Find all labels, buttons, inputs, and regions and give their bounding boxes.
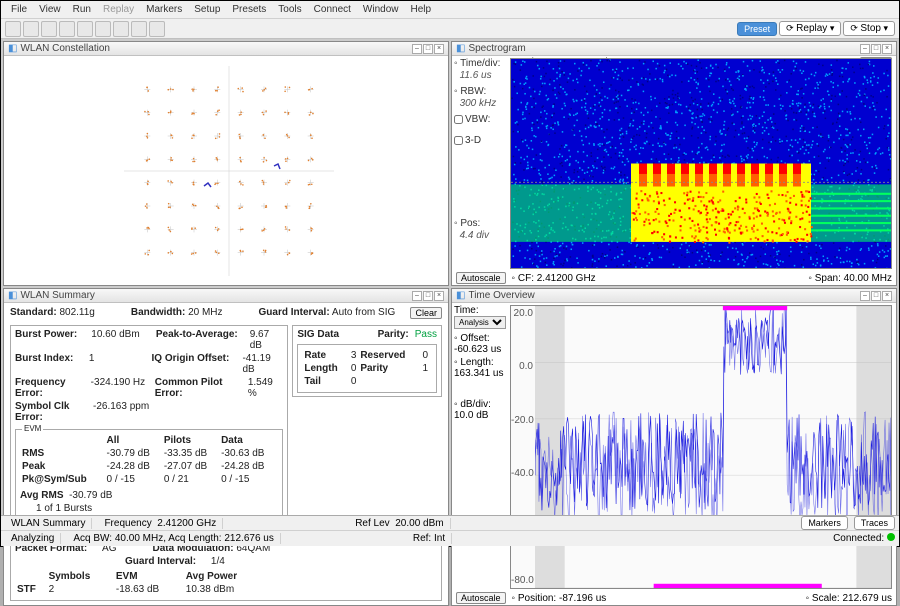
preset-button[interactable]: Preset: [737, 22, 777, 36]
panel-icon: ◧: [8, 43, 17, 54]
menu-view[interactable]: View: [33, 4, 67, 15]
status-reflev: Ref Lev 20.00 dBm: [349, 518, 450, 529]
close-icon[interactable]: ×: [882, 44, 892, 54]
menubar: File View Run Replay Markers Setup Prese…: [1, 1, 899, 19]
toolbar-btn-5[interactable]: [77, 21, 93, 37]
close-icon[interactable]: ×: [434, 44, 444, 54]
3d-checkbox[interactable]: [454, 136, 463, 145]
vbw-checkbox[interactable]: [454, 115, 463, 124]
toolbar-btn-1[interactable]: [5, 21, 21, 37]
toolbar-btn-4[interactable]: [59, 21, 75, 37]
max-icon[interactable]: □: [871, 291, 881, 301]
toolbar-btn-3[interactable]: [41, 21, 57, 37]
min-icon[interactable]: –: [412, 44, 422, 54]
constellation-plot: [124, 66, 334, 276]
panel-title-text: WLAN Summary: [20, 290, 94, 301]
statusbar: WLAN Summary Frequency 2.41200 GHz Ref L…: [1, 515, 899, 546]
toolbar-btn-7[interactable]: [113, 21, 129, 37]
menu-presets[interactable]: Presets: [226, 4, 272, 15]
min-icon[interactable]: –: [860, 291, 870, 301]
timeoverview-sidebar: Time: Analysis ◦ Offset: -60.623 us ◦ Le…: [454, 305, 508, 421]
autoscale-button[interactable]: Autoscale: [456, 592, 506, 604]
replay-button[interactable]: ⟳ Replay ▾: [779, 21, 841, 36]
status-ref: Ref: Int: [407, 533, 452, 544]
menu-setup[interactable]: Setup: [188, 4, 226, 15]
panel-title-text: Spectrogram: [468, 43, 525, 54]
min-icon[interactable]: –: [860, 44, 870, 54]
constellation-panel: ◧ WLAN Constellation –□×: [3, 41, 449, 286]
close-icon[interactable]: ×: [882, 291, 892, 301]
max-icon[interactable]: □: [423, 44, 433, 54]
toolbar: Preset ⟳ Replay ▾ ⟳ Stop ▾: [1, 19, 899, 39]
toolbar-btn-8[interactable]: [131, 21, 147, 37]
menu-run[interactable]: Run: [67, 4, 97, 15]
timeoverview-plot[interactable]: 20.00.0-20.0-40.0-60.0-80.0: [510, 305, 892, 589]
connected-icon: [887, 533, 895, 541]
status-freq: Frequency 2.41200 GHz: [98, 518, 223, 529]
timeoverview-panel: ◧ Time Overview –□× Time: Analysis ◦ Off…: [451, 288, 897, 606]
workspace: ◧ WLAN Constellation –□× ◧ Spectrogram –…: [1, 39, 899, 529]
analysis-select[interactable]: Analysis: [454, 316, 506, 329]
toolbar-btn-9[interactable]: [149, 21, 165, 37]
toolbar-btn-6[interactable]: [95, 21, 111, 37]
summary-clear-button[interactable]: Clear: [410, 307, 442, 319]
spectrogram-plot[interactable]: [510, 58, 892, 269]
menu-tools[interactable]: Tools: [272, 4, 307, 15]
menu-replay[interactable]: Replay: [97, 4, 140, 15]
status-analyzing: Analyzing: [5, 533, 61, 544]
spectrogram-panel: ◧ Spectrogram –□× Overlap: 97 % +Peak Cl…: [451, 41, 897, 286]
close-icon[interactable]: ×: [434, 291, 444, 301]
menu-file[interactable]: File: [5, 4, 33, 15]
panel-icon: ◧: [456, 290, 465, 301]
traces-button[interactable]: Traces: [854, 516, 895, 530]
status-wlan: WLAN Summary: [5, 518, 92, 529]
panel-icon: ◧: [8, 290, 17, 301]
panel-icon: ◧: [456, 43, 465, 54]
panel-title-text: WLAN Constellation: [20, 43, 109, 54]
menu-connect[interactable]: Connect: [308, 4, 357, 15]
stop-button[interactable]: ⟳ Stop ▾: [843, 21, 895, 36]
menu-markers[interactable]: Markers: [140, 4, 188, 15]
status-connected: Connected:: [833, 533, 895, 544]
autoscale-button[interactable]: Autoscale: [456, 272, 506, 284]
menu-help[interactable]: Help: [404, 4, 437, 15]
panel-title-text: Time Overview: [468, 290, 534, 301]
markers-button[interactable]: Markers: [801, 516, 848, 530]
max-icon[interactable]: □: [423, 291, 433, 301]
spectrogram-sidebar: ◦ Time/div: 11.6 us ◦ RBW: 300 kHz VBW: …: [454, 58, 508, 246]
min-icon[interactable]: –: [412, 291, 422, 301]
status-acq: Acq BW: 40.00 MHz, Acq Length: 212.676 u…: [67, 533, 281, 544]
summary-body: Standard: 802.11g Bandwidth: 20 MHz Guar…: [4, 303, 448, 605]
menu-window[interactable]: Window: [357, 4, 405, 15]
max-icon[interactable]: □: [871, 44, 881, 54]
summary-panel: ◧ WLAN Summary –□× Standard: 802.11g Ban…: [3, 288, 449, 606]
toolbar-btn-2[interactable]: [23, 21, 39, 37]
